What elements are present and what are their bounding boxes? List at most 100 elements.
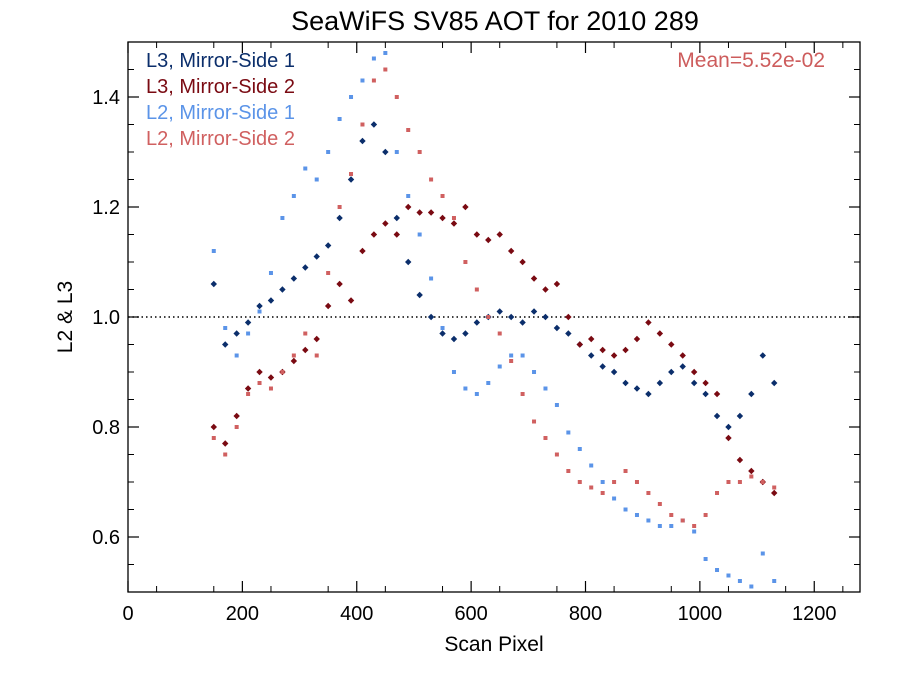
data-point <box>532 370 537 374</box>
y-tick-label: 1.4 <box>92 87 120 109</box>
data-point <box>589 463 594 468</box>
data-point <box>359 247 366 255</box>
data-point <box>326 150 331 154</box>
data-point <box>530 275 538 282</box>
data-point <box>256 368 263 376</box>
data-point <box>473 319 481 326</box>
data-point <box>256 302 263 310</box>
data-point <box>553 280 561 288</box>
data-point <box>279 286 286 293</box>
data-point <box>451 370 456 374</box>
data-point <box>223 452 228 457</box>
data-point <box>246 392 251 396</box>
chart-title: SeaWiFS SV85 AOT for 2010 289 <box>291 6 699 36</box>
data-point <box>267 374 275 381</box>
data-point <box>725 434 732 442</box>
data-point <box>246 331 251 336</box>
data-point <box>210 280 217 288</box>
data-point <box>336 214 343 222</box>
data-point <box>669 513 674 517</box>
data-point <box>257 309 262 314</box>
data-point <box>450 335 458 343</box>
legend-entry: L3, Mirror-Side 2 <box>146 76 295 98</box>
data-point <box>268 271 273 275</box>
data-point <box>497 331 502 336</box>
data-point <box>451 216 456 220</box>
data-point <box>532 419 537 424</box>
data-point <box>337 117 342 121</box>
mean-annotation: Mean=5.52e-02 <box>677 49 825 72</box>
data-point <box>394 150 399 154</box>
data-point <box>554 452 559 457</box>
data-point <box>290 275 298 282</box>
legend: L3, Mirror-Side 1 L3, Mirror-Side 2 L2, Mi… <box>146 50 295 150</box>
data-point <box>713 390 721 398</box>
data-point <box>417 232 422 237</box>
x-tick-label: 400 <box>340 603 373 625</box>
data-point <box>222 440 229 447</box>
data-point <box>759 352 766 359</box>
data-point <box>427 209 435 216</box>
data-point <box>612 480 617 484</box>
data-point <box>737 579 742 583</box>
data-point <box>553 324 561 332</box>
data-point <box>302 264 309 271</box>
data-point <box>244 385 252 392</box>
data-point <box>440 194 445 198</box>
data-point <box>360 78 365 83</box>
data-point <box>210 423 217 431</box>
data-point <box>736 456 744 464</box>
y-tick-label: 0.8 <box>92 417 120 439</box>
y-tick-label: 1.0 <box>92 307 120 329</box>
data-point <box>382 148 389 156</box>
data-point <box>302 346 309 354</box>
data-point <box>599 346 606 354</box>
data-point <box>690 379 698 387</box>
data-point <box>760 551 765 556</box>
data-point <box>280 370 285 374</box>
data-point <box>646 518 651 523</box>
data-point <box>576 341 583 348</box>
x-tick-label: 200 <box>226 603 259 625</box>
data-point <box>749 584 754 589</box>
data-point <box>427 313 435 321</box>
data-point <box>692 529 697 534</box>
data-point <box>349 172 354 176</box>
legend-entry: L3, Mirror-Side 1 <box>146 50 295 72</box>
data-point <box>737 480 742 484</box>
data-point <box>222 341 229 348</box>
data-point <box>610 352 618 359</box>
data-point <box>429 276 434 281</box>
y-tick-label: 0.6 <box>92 527 120 549</box>
data-point <box>713 412 721 420</box>
data-point <box>542 313 549 321</box>
data-point <box>462 203 469 211</box>
data-point <box>486 315 491 319</box>
data-point <box>233 412 240 420</box>
data-point <box>566 430 571 435</box>
data-point <box>669 524 674 528</box>
data-point <box>474 287 479 292</box>
data-point <box>726 480 731 484</box>
data-point <box>291 194 296 198</box>
data-point <box>600 480 605 484</box>
data-point <box>577 480 582 484</box>
data-point <box>313 335 320 343</box>
data-point <box>211 436 216 440</box>
data-point <box>599 363 606 370</box>
data-point <box>715 568 720 572</box>
data-point <box>600 491 605 495</box>
data-point <box>406 128 411 132</box>
data-point <box>244 319 252 326</box>
data-point <box>313 253 320 260</box>
data-point <box>565 330 572 337</box>
data-point <box>347 176 355 183</box>
data-point <box>634 513 639 517</box>
data-point <box>257 381 262 385</box>
data-point <box>234 353 239 358</box>
data-point <box>610 368 618 376</box>
data-point <box>314 353 319 358</box>
data-point <box>668 368 675 376</box>
data-point <box>589 485 594 490</box>
data-point <box>405 203 412 211</box>
